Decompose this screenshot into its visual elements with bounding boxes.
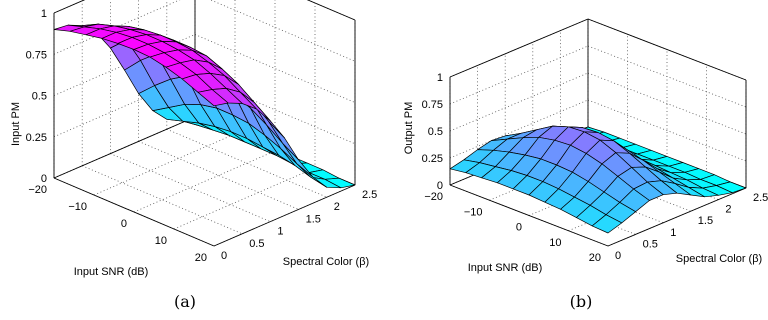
gridline <box>138 141 299 210</box>
panel-a-surface <box>53 23 356 189</box>
y-tick-label: 2 <box>334 201 340 213</box>
caption-a: (a) <box>174 292 196 311</box>
y-tick-label: 1 <box>277 226 283 238</box>
z-axis-label: Input PM <box>10 102 22 146</box>
z-tick-label: 0.25 <box>422 153 443 165</box>
panel-a: 0 0.25 0.5 0.75 1 −20 −10 0 10 20 0 0.5 1 1.5 2 2.5 Inp… <box>10 0 377 311</box>
x-tick-label: −20 <box>28 184 47 196</box>
x-axis-label: Input SNR (dB) <box>468 262 543 274</box>
z-tick-label: 0 <box>437 180 443 192</box>
y-tick-label: 2.5 <box>362 189 377 201</box>
x-tick-label: −20 <box>424 191 443 203</box>
x-tick-label: 20 <box>589 252 601 264</box>
gridline <box>166 128 327 198</box>
gridline <box>194 34 356 103</box>
x-axis-label: Input SNR (dB) <box>74 266 149 278</box>
x-tick-label: 0 <box>121 218 127 230</box>
gridline <box>587 99 747 162</box>
gridline <box>93 133 236 196</box>
gridline <box>133 150 276 213</box>
y-tick-label: 1 <box>670 227 676 239</box>
z-tick-label: 0.5 <box>428 126 443 138</box>
y-tick-label: 2 <box>725 204 731 216</box>
panel-b: 0 0.25 0.5 0.75 1 −20 −10 0 10 20 0 0.5 1 1.5 2 2.5 Out… <box>403 18 768 311</box>
gridline <box>173 167 316 230</box>
surface-patch <box>197 89 229 107</box>
axis-edge <box>449 18 589 78</box>
surface-patch <box>591 214 623 234</box>
axis-edge <box>53 0 86 14</box>
x-tick-label: −10 <box>68 201 87 213</box>
z-tick-label: 1 <box>41 8 47 20</box>
caption-b: (b) <box>570 292 593 311</box>
axis-edge <box>306 0 356 21</box>
gridline <box>449 72 589 132</box>
gridline <box>209 0 356 62</box>
x-tick-label: 20 <box>195 252 207 264</box>
panel-b-ticks: 0 0.25 0.5 0.75 1 −20 −10 0 10 20 0 0.5 1 1.5 2 2.5 <box>422 72 768 264</box>
z-axis-label: Output PM <box>403 102 415 155</box>
gridline <box>53 0 86 14</box>
gridline <box>528 157 668 216</box>
y-axis-label: Spectral Color (β) <box>283 256 369 268</box>
gridline <box>110 153 271 222</box>
axis-edge <box>53 177 215 247</box>
axis-edge <box>213 184 356 247</box>
z-tick-label: 0.75 <box>26 49 47 61</box>
y-tick-label: 1.5 <box>306 213 321 225</box>
y-tick-label: 2.5 <box>753 192 768 204</box>
z-tick-label: 0.25 <box>26 132 47 144</box>
y-tick-label: 0.5 <box>643 238 658 250</box>
y-axis-label: Spectral Color (β) <box>676 253 762 265</box>
x-tick-label: −10 <box>464 206 483 218</box>
x-tick-label: 10 <box>549 237 561 249</box>
axis-edge <box>449 184 609 247</box>
gridline <box>449 99 589 159</box>
z-tick-label: 1 <box>437 72 443 84</box>
y-tick-label: 0.5 <box>249 238 264 250</box>
axis-edge <box>53 116 196 179</box>
y-tick-label: 0 <box>221 250 227 262</box>
x-tick-label: 0 <box>516 222 522 234</box>
panel-a-ticks: 0 0.25 0.5 0.75 1 −20 −10 0 10 20 0 0.5 1 1.5 2 2.5 <box>26 8 378 264</box>
axis-edge <box>607 187 747 247</box>
gridline <box>449 45 589 105</box>
x-tick-label: 10 <box>155 235 167 247</box>
z-tick-label: 0 <box>41 173 47 185</box>
y-tick-label: 1.5 <box>698 215 713 227</box>
gridline <box>489 141 628 201</box>
z-tick-label: 0.75 <box>422 99 443 111</box>
y-tick-label: 0 <box>615 250 621 262</box>
gridline <box>587 72 747 135</box>
gridline <box>82 165 243 235</box>
axis-edge <box>587 18 747 81</box>
z-tick-label: 0.5 <box>32 91 47 103</box>
panel-b-surface <box>449 125 747 234</box>
